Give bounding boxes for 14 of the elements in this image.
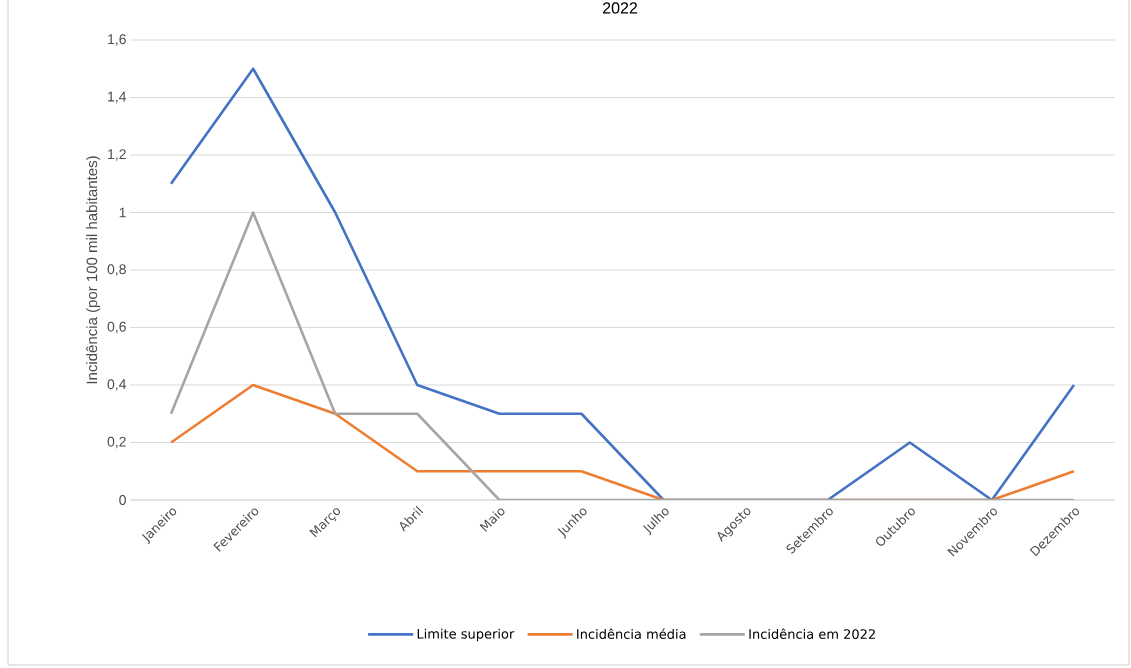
- legend-label: Limite superior: [417, 628, 515, 642]
- y-tick-label: 1,6: [108, 34, 126, 46]
- y-tick-label: 0,6: [107, 321, 126, 334]
- y-tick-label: 0,8: [107, 264, 126, 276]
- y-tick-label: 0,4: [107, 379, 127, 391]
- chart-title: 2022: [603, 2, 637, 14]
- legend-label: Incidência média: [577, 628, 686, 639]
- y-axis-title: Incidência (por 100 mil habitantes): [86, 156, 101, 384]
- y-tick-label: 1,2: [108, 149, 126, 161]
- y-tick-label: 1,4: [108, 91, 127, 104]
- legend-label: Incidência em 2022: [749, 628, 875, 639]
- y-tick-label: 0: [119, 495, 126, 505]
- y-tick-label: 1: [119, 207, 126, 218]
- y-tick-label: 0,2: [107, 436, 126, 449]
